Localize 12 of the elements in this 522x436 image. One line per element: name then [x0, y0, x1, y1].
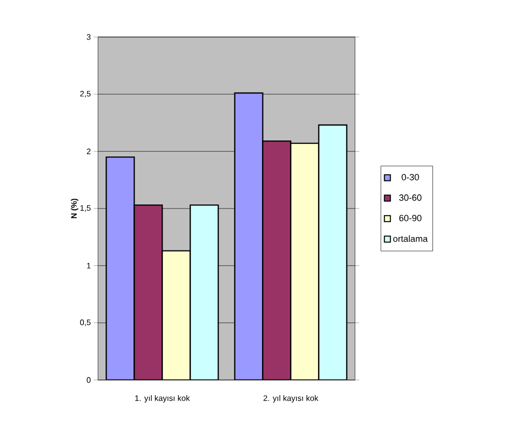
legend-label: 60-90 — [399, 214, 422, 222]
legend-label: 30-60 — [399, 194, 422, 201]
bar — [106, 156, 135, 380]
legend-label: ortalama — [393, 235, 428, 242]
bar — [190, 204, 219, 380]
bar — [290, 142, 320, 380]
bar — [234, 92, 264, 380]
legend-label: 0-30 — [402, 174, 419, 180]
bar — [262, 140, 292, 380]
bar — [162, 250, 191, 380]
bar — [134, 204, 163, 380]
bar — [318, 124, 348, 380]
